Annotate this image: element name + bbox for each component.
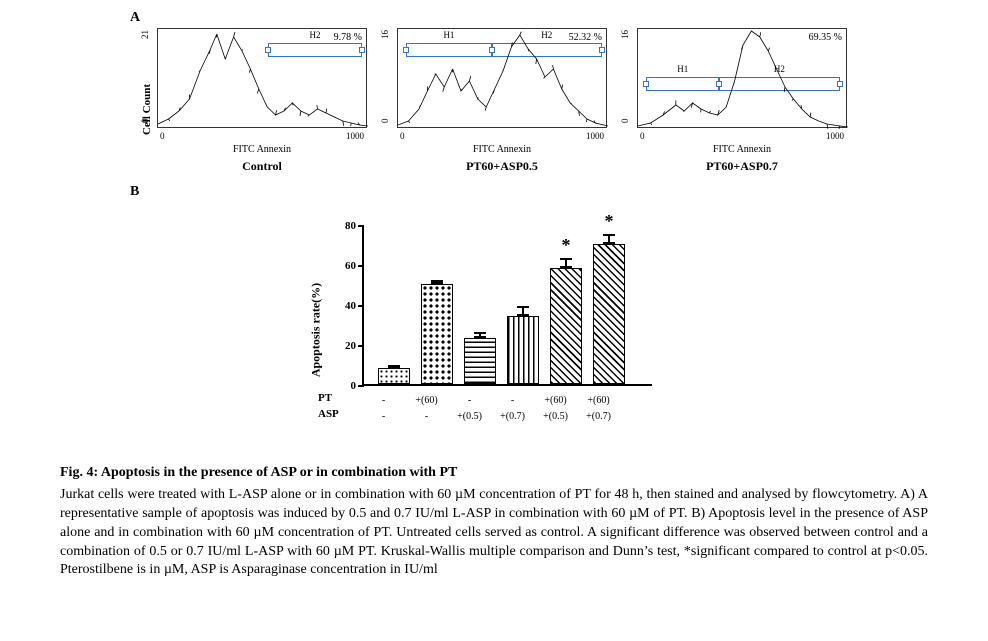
error-bar	[565, 258, 567, 268]
y-tick	[358, 345, 364, 347]
histogram-y-axis-label: Cell Count	[141, 66, 153, 135]
y-tick-label: 60	[334, 260, 356, 272]
x-category-cell: +(60)	[405, 395, 448, 406]
bar	[507, 316, 539, 384]
x-category-cell: +(0.5)	[534, 411, 577, 422]
histogram-xhigh-tick: 1000	[346, 131, 364, 141]
y-tick-label: 0	[334, 380, 356, 392]
histogram-ymax-tick: 21	[140, 30, 150, 39]
bar-chart-ylabel: Apoptosis rate(%)	[309, 283, 324, 377]
histogram-2: 1600100069.35 %H1H2 FITC Annexin PT60+ASP0…	[637, 28, 847, 174]
histogram-ymax-tick: 16	[620, 30, 630, 39]
error-bar	[522, 306, 524, 316]
y-tick-label: 80	[334, 220, 356, 232]
bar	[550, 268, 582, 384]
histogram-title: PT60+ASP0.5	[466, 159, 538, 174]
histogram-xlow-tick: 0	[640, 131, 645, 141]
histogram-ymin-tick: 0	[380, 119, 390, 124]
significance-star-icon: *	[562, 235, 571, 256]
x-category-cell: +(60)	[534, 395, 577, 406]
bar-chart: Apoptosis rate(%) 020406080** PT-+(60)--…	[314, 220, 674, 440]
histogram-x-axis-label: FITC Annexin	[473, 144, 531, 155]
histogram-xhigh-tick: 1000	[826, 131, 844, 141]
y-tick	[358, 225, 364, 227]
histogram-trace	[158, 29, 368, 129]
y-tick	[358, 265, 364, 267]
x-category-row: ASP--+(0.5)+(0.7)+(0.5)+(0.7)	[362, 408, 652, 424]
x-category-cell: +(60)	[577, 395, 620, 406]
bar-chart-plot-area: 020406080**	[362, 226, 652, 386]
histogram-ymin-tick: 0	[620, 119, 630, 124]
x-category-cell: -	[405, 411, 448, 422]
x-category-cell: -	[491, 395, 534, 406]
error-bar	[608, 234, 610, 244]
x-category-cell: +(0.5)	[448, 411, 491, 422]
figure-caption-body: Jurkat cells were treated with L-ASP alo…	[60, 487, 928, 578]
histogram-1: 1600100052.32 %H1H2 FITC Annexin PT60+ASP0…	[397, 28, 607, 174]
x-category-cell: +(0.7)	[577, 411, 620, 422]
histogram-xlow-tick: 0	[400, 131, 405, 141]
histogram-0: Cell Count 210010009.78 %H2 FITC Annexin Co…	[141, 28, 367, 174]
panel-a-label: A	[130, 10, 928, 26]
x-category-cell: +(0.7)	[491, 411, 534, 422]
y-tick-label: 40	[334, 300, 356, 312]
error-bar	[436, 280, 438, 284]
error-bar	[479, 332, 481, 338]
histogram-trace	[638, 29, 848, 129]
bar	[464, 338, 496, 384]
x-category-row-label: PT	[318, 392, 356, 404]
panel-a-histogram-row: Cell Count 210010009.78 %H2 FITC Annexin Co…	[60, 28, 928, 174]
histogram-box: 210010009.78 %H2	[157, 28, 367, 128]
histogram-box: 1600100052.32 %H1H2	[397, 28, 607, 128]
histogram-trace	[398, 29, 608, 129]
x-category-row: PT-+(60)--+(60)+(60)	[362, 392, 652, 408]
histogram-x-axis-label: FITC Annexin	[713, 144, 771, 155]
panel-b-container: Apoptosis rate(%) 020406080** PT-+(60)--…	[60, 220, 928, 440]
x-category-cell: -	[362, 395, 405, 406]
histogram-box: 1600100069.35 %H1H2	[637, 28, 847, 128]
error-bar	[393, 365, 395, 368]
bar-chart-x-categories: PT-+(60)--+(60)+(60)ASP--+(0.5)+(0.7)+(0…	[362, 392, 652, 424]
bar	[421, 284, 453, 384]
panel-b-label: B	[130, 184, 928, 200]
x-category-row-label: ASP	[318, 408, 356, 420]
significance-star-icon: *	[605, 211, 614, 232]
histogram-xlow-tick: 0	[160, 131, 165, 141]
histogram-x-axis-label: FITC Annexin	[233, 144, 291, 155]
histogram-title: PT60+ASP0.7	[706, 159, 778, 174]
x-category-cell: -	[362, 411, 405, 422]
bar	[378, 368, 410, 384]
figure-caption: Fig. 4: Apoptosis in the presence of ASP…	[60, 464, 928, 580]
x-category-cell: -	[448, 395, 491, 406]
y-tick	[358, 305, 364, 307]
histogram-ymax-tick: 16	[380, 30, 390, 39]
histogram-ymin-tick: 0	[140, 119, 150, 124]
histogram-xhigh-tick: 1000	[586, 131, 604, 141]
figure-caption-title: Fig. 4: Apoptosis in the presence of ASP…	[60, 464, 928, 483]
y-tick-label: 20	[334, 340, 356, 352]
histogram-title: Control	[242, 159, 282, 174]
y-tick	[358, 385, 364, 387]
bar	[593, 244, 625, 384]
